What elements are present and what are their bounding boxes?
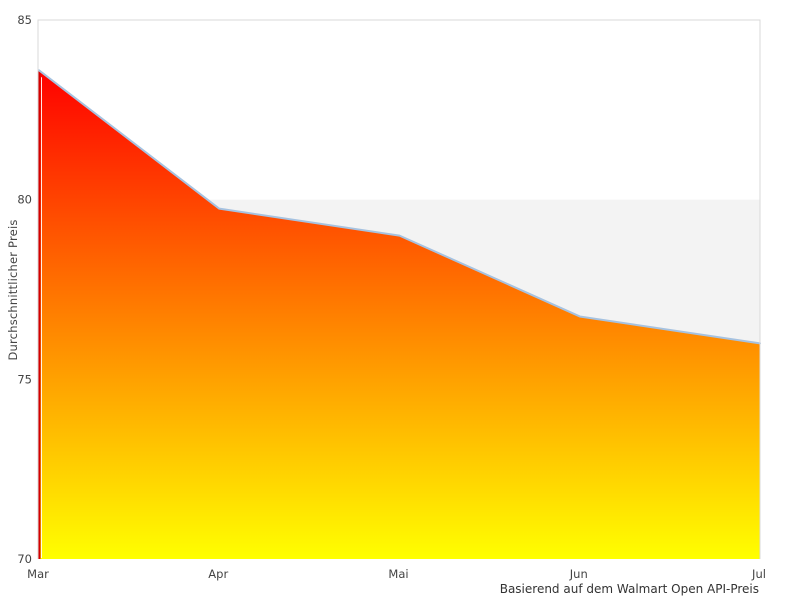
y-axis-title: Durchschnittlicher Preis bbox=[6, 219, 20, 361]
y-tick-label: 75 bbox=[17, 372, 32, 386]
y-tick-label: 85 bbox=[17, 13, 32, 27]
x-tick-label: Apr bbox=[208, 567, 228, 581]
x-tick-label: Jul bbox=[751, 567, 766, 581]
price-line bbox=[38, 69, 761, 345]
chart-caption: Basierend auf dem Walmart Open API-Preis bbox=[499, 582, 759, 596]
price-area bbox=[39, 70, 760, 559]
x-tick-label: Mai bbox=[388, 567, 408, 581]
y-tick-label: 70 bbox=[17, 552, 32, 566]
x-tick-label: Jun bbox=[569, 567, 588, 581]
x-tick-label: Mar bbox=[27, 567, 49, 581]
y-tick-label: 80 bbox=[17, 193, 32, 207]
plot-border bbox=[37, 19, 761, 559]
